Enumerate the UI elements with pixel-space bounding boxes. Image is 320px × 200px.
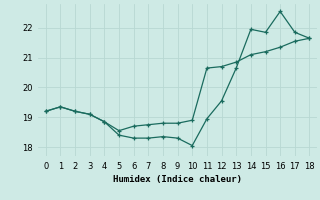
X-axis label: Humidex (Indice chaleur): Humidex (Indice chaleur) bbox=[113, 175, 242, 184]
